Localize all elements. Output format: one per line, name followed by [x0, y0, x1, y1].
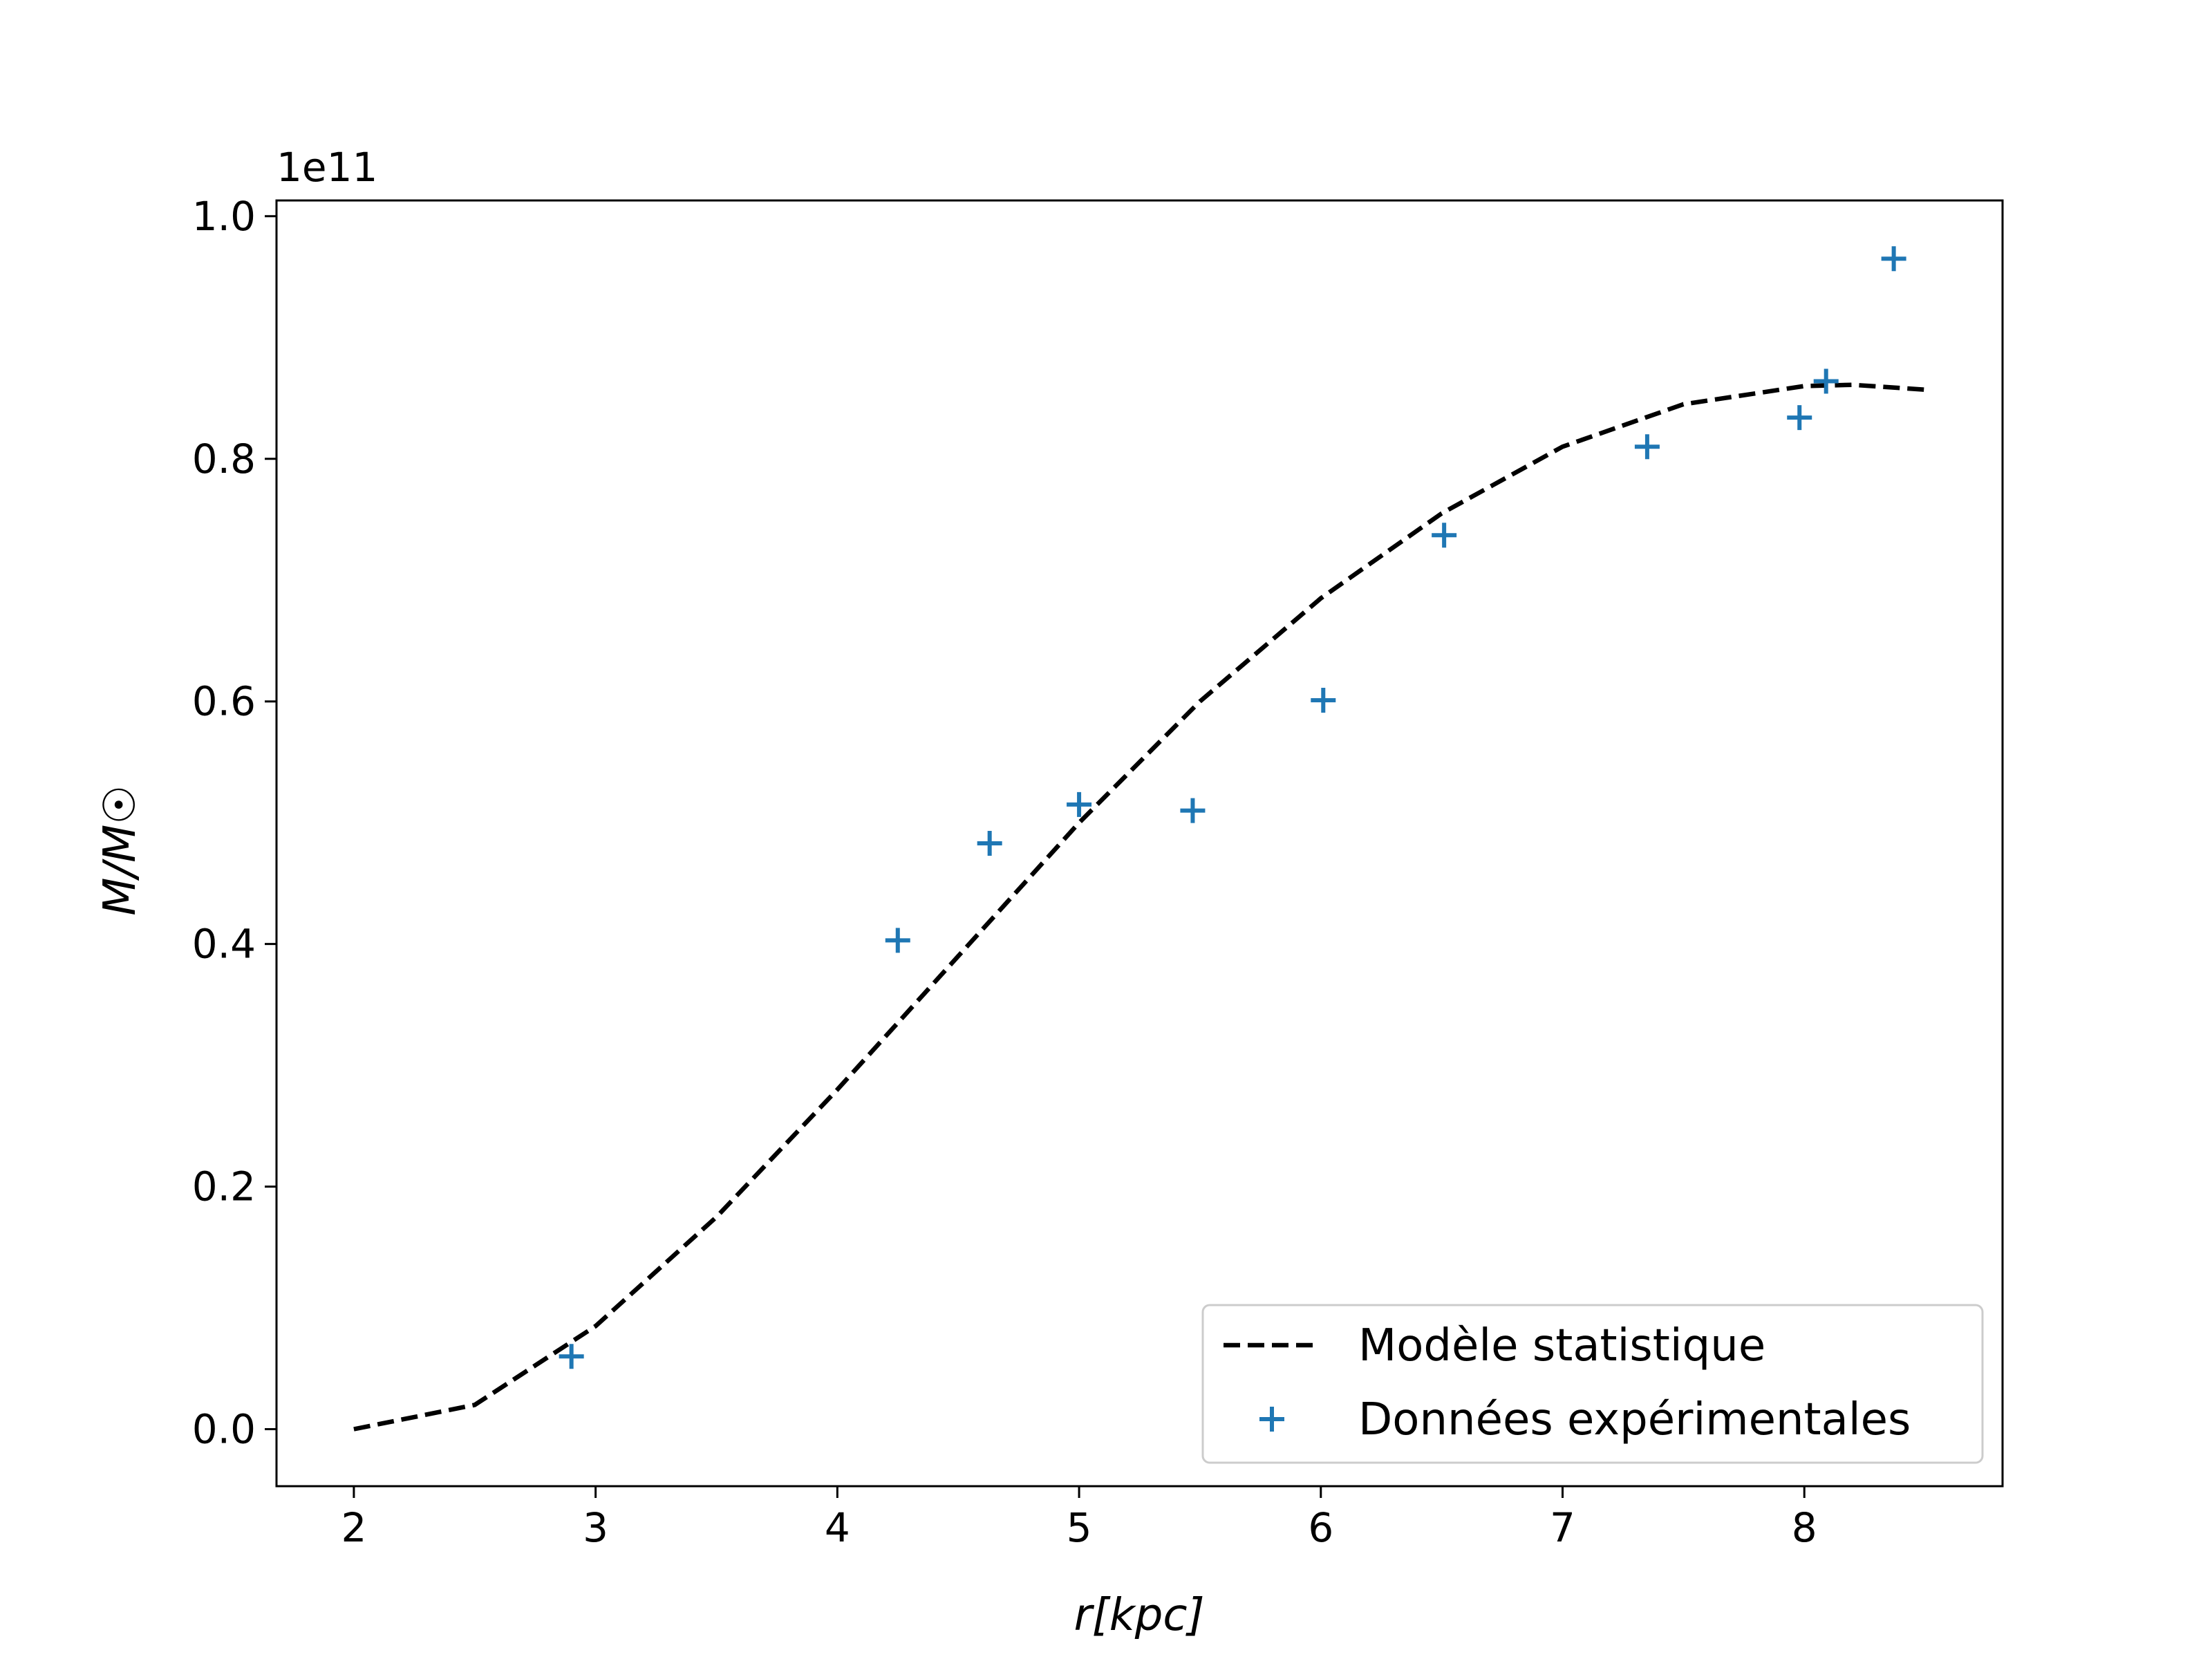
- legend-box: [1201, 1304, 1984, 1464]
- y-offset-label: 1e11: [276, 144, 377, 191]
- y-tick-label: 0.0: [192, 1406, 256, 1453]
- x-tick-label: 5: [1067, 1504, 1092, 1551]
- x-tick-label: 6: [1308, 1504, 1333, 1551]
- y-axis-label: M/M☉: [95, 785, 146, 915]
- data-point: [1787, 405, 1812, 431]
- y-tick-label: 1.0: [192, 193, 256, 240]
- model-curve: [353, 382, 1926, 1432]
- x-tick-label: 3: [583, 1504, 608, 1551]
- data-point: [559, 1344, 584, 1369]
- data-point: [977, 831, 1002, 856]
- y-tick-label: 0.2: [192, 1163, 256, 1210]
- x-tick-label: 7: [1550, 1504, 1575, 1551]
- axes-frame: [275, 199, 2004, 1488]
- x-axis-label: r[kpc]: [1074, 1590, 1204, 1641]
- y-tick-label: 0.8: [192, 435, 256, 482]
- y-axis: 0.0 0.2 0.4 0.6 0.8 1.0: [192, 193, 276, 1453]
- legend: Modèle statistique Données expérimentales: [1201, 1304, 1984, 1464]
- y-tick-label: 0.4: [192, 921, 256, 968]
- data-point: [1881, 246, 1906, 272]
- x-tick-label: 2: [341, 1504, 366, 1551]
- legend-entry-label: Données expérimentales: [1358, 1394, 1911, 1445]
- legend-entry-label: Modèle statistique: [1358, 1320, 1765, 1371]
- x-axis: 2 3 4 5 6 7 8: [341, 1486, 1817, 1551]
- data-point: [1067, 791, 1092, 817]
- data-point: [1311, 687, 1336, 713]
- data-point: [1813, 368, 1839, 394]
- data-point: [1634, 434, 1660, 460]
- x-tick-label: 4: [825, 1504, 850, 1551]
- x-tick-label: 8: [1792, 1504, 1817, 1551]
- data-point: [885, 928, 910, 953]
- data-point: [1180, 798, 1206, 823]
- y-tick-label: 0.6: [192, 678, 256, 725]
- data-point: [1432, 523, 1457, 548]
- plot-area: [275, 199, 2004, 1488]
